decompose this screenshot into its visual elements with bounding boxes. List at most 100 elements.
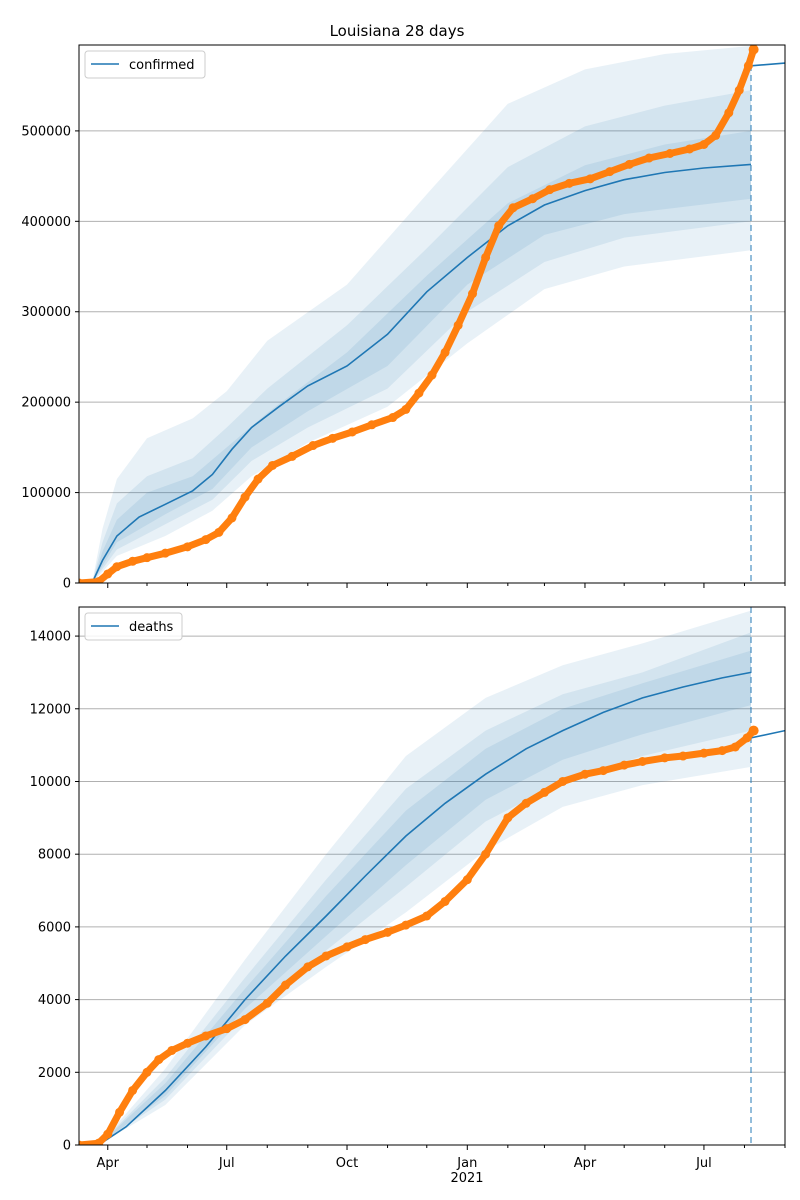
observed-point <box>94 577 104 583</box>
observed-point <box>262 998 272 1008</box>
x-tick-label: Oct <box>336 1156 358 1171</box>
x-tick-label: Apr <box>97 1156 120 1171</box>
observed-point <box>240 492 250 502</box>
observed-point <box>427 370 437 380</box>
observed-point <box>222 1024 232 1034</box>
observed-point <box>678 751 688 761</box>
y-tick-label: 2000 <box>38 1066 71 1081</box>
y-tick-label: 0 <box>63 1139 71 1154</box>
y-tick-label: 4000 <box>38 993 71 1008</box>
observed-point <box>605 167 615 177</box>
observed-point <box>528 194 538 204</box>
observed-point <box>711 130 721 140</box>
observed-point <box>730 742 740 752</box>
observed-point <box>94 1138 104 1145</box>
observed-point <box>724 108 734 118</box>
uncertainty-band-2 <box>98 632 752 1145</box>
chart-title: Louisiana 28 days <box>330 22 465 40</box>
forecast-line <box>750 729 785 739</box>
observed-point <box>287 451 297 461</box>
y-tick-label: 0 <box>63 577 71 592</box>
observed-point <box>494 221 504 231</box>
y-tick-label: 14000 <box>30 630 71 645</box>
observed-point <box>580 769 590 779</box>
observed-point <box>201 1031 211 1041</box>
plot-area <box>79 607 785 1145</box>
observed-point <box>644 153 654 163</box>
observed-point <box>742 733 752 743</box>
observed-point <box>508 203 518 213</box>
observed-point <box>128 1085 138 1095</box>
y-tick-label: 300000 <box>21 305 71 320</box>
observed-point <box>183 542 193 552</box>
observed-point <box>328 433 338 443</box>
observed-point <box>481 849 491 859</box>
y-tick-label: 12000 <box>30 702 71 717</box>
x-tick-label: Jul <box>218 1156 235 1171</box>
model-median-line <box>91 163 752 583</box>
observed-point <box>414 388 424 398</box>
observed-point <box>383 927 393 937</box>
observed-latest-point <box>748 44 759 55</box>
observed-point <box>154 1055 164 1065</box>
observed-point <box>342 942 352 952</box>
observed-point <box>227 513 237 523</box>
observed-point <box>367 420 377 430</box>
y-tick-label: 100000 <box>21 486 71 501</box>
observed-point <box>401 404 411 414</box>
observed-point <box>660 753 670 763</box>
observed-point <box>699 748 709 758</box>
observed-point <box>685 144 695 154</box>
observed-point <box>637 756 647 766</box>
observed-point <box>167 1045 177 1055</box>
axes-frame <box>78 606 786 1146</box>
plot-area <box>79 45 785 583</box>
observed-point <box>115 1107 125 1117</box>
observed-point <box>214 527 224 537</box>
legend-box <box>84 612 183 641</box>
observed-point <box>79 1140 84 1145</box>
observed-point <box>103 569 113 579</box>
observed-point <box>440 347 450 357</box>
observed-point <box>717 746 727 756</box>
legend-box <box>84 50 206 79</box>
observed-point <box>347 427 357 437</box>
observed-point <box>142 1067 152 1077</box>
observed-point <box>103 1129 113 1139</box>
observed-point <box>303 962 313 972</box>
x-year-label: 2021 <box>450 1171 483 1186</box>
observed-point <box>539 787 549 797</box>
observed-point <box>128 556 138 566</box>
y-tick-label: 400000 <box>21 215 71 230</box>
observed-point <box>253 474 263 484</box>
y-tick-label: 6000 <box>38 920 71 935</box>
x-tick-label: Jan <box>456 1156 477 1171</box>
observed-point <box>545 185 555 195</box>
observed-point <box>281 980 291 990</box>
y-tick-label: 10000 <box>30 775 71 790</box>
forecast-line <box>750 62 785 67</box>
uncertainty-band-3 <box>92 130 752 583</box>
observed-point <box>734 85 744 95</box>
y-tick-label: 500000 <box>21 124 71 139</box>
observed-point <box>401 920 411 930</box>
x-tick-label: Apr <box>574 1156 597 1171</box>
confirmed-panel: 0 100000 200000 300000 400000 500000 confirmed <box>21 44 786 592</box>
observed-point <box>743 61 753 71</box>
observed-point <box>481 252 491 262</box>
observed-point <box>598 766 608 776</box>
axes-frame <box>78 44 786 584</box>
observed-point <box>142 553 152 563</box>
observed-point <box>558 776 568 786</box>
observed-point <box>462 875 472 885</box>
uncertainty-band-3 <box>98 650 752 1145</box>
legend-label: confirmed <box>129 58 195 73</box>
legend: confirmed <box>84 50 206 79</box>
observed-latest-point <box>748 725 759 736</box>
observed-point <box>624 159 634 169</box>
y-tick-label: 200000 <box>21 396 71 411</box>
observed-point <box>267 460 277 470</box>
observed-point <box>388 413 398 423</box>
deaths-panel: 0 2000 4000 6000 8000 10000 12000 14000 Apr Jul Oc… <box>30 606 786 1171</box>
